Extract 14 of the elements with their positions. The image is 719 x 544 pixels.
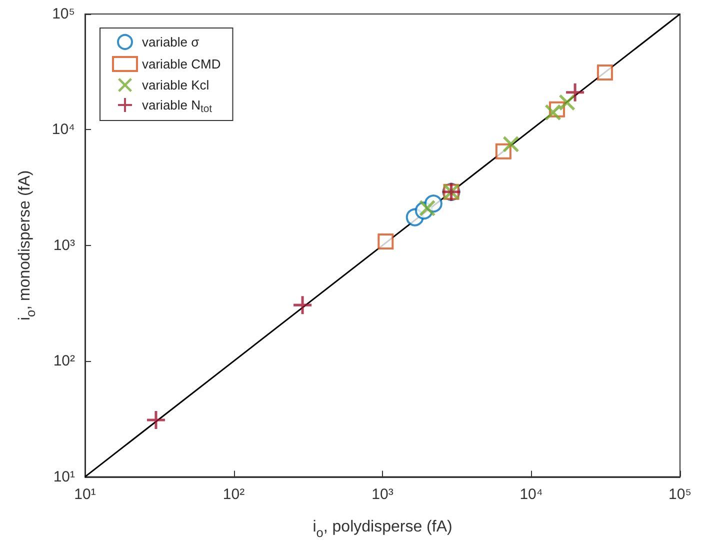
y-tick-label: 10¹ bbox=[53, 468, 75, 486]
x-tick-label: 10⁴ bbox=[520, 486, 543, 503]
legend-label: variable Kcl bbox=[142, 78, 210, 92]
legend-label: variable σ bbox=[142, 34, 200, 50]
y-tick-label: 10⁴ bbox=[52, 121, 75, 138]
legend-label: variable CMD bbox=[142, 56, 221, 72]
y-axis-title: io, monodisperse (fA) bbox=[16, 170, 38, 321]
y-tick-label: 10² bbox=[53, 352, 75, 370]
x-tick-label: 10⁵ bbox=[668, 486, 692, 503]
y-tick-label: 10⁵ bbox=[52, 6, 75, 22]
x-tick-label: 10² bbox=[222, 486, 245, 503]
y-tick-label: 10³ bbox=[53, 236, 75, 254]
x-tick-label: 10¹ bbox=[74, 486, 96, 503]
x-tick-label: 10³ bbox=[372, 486, 394, 503]
